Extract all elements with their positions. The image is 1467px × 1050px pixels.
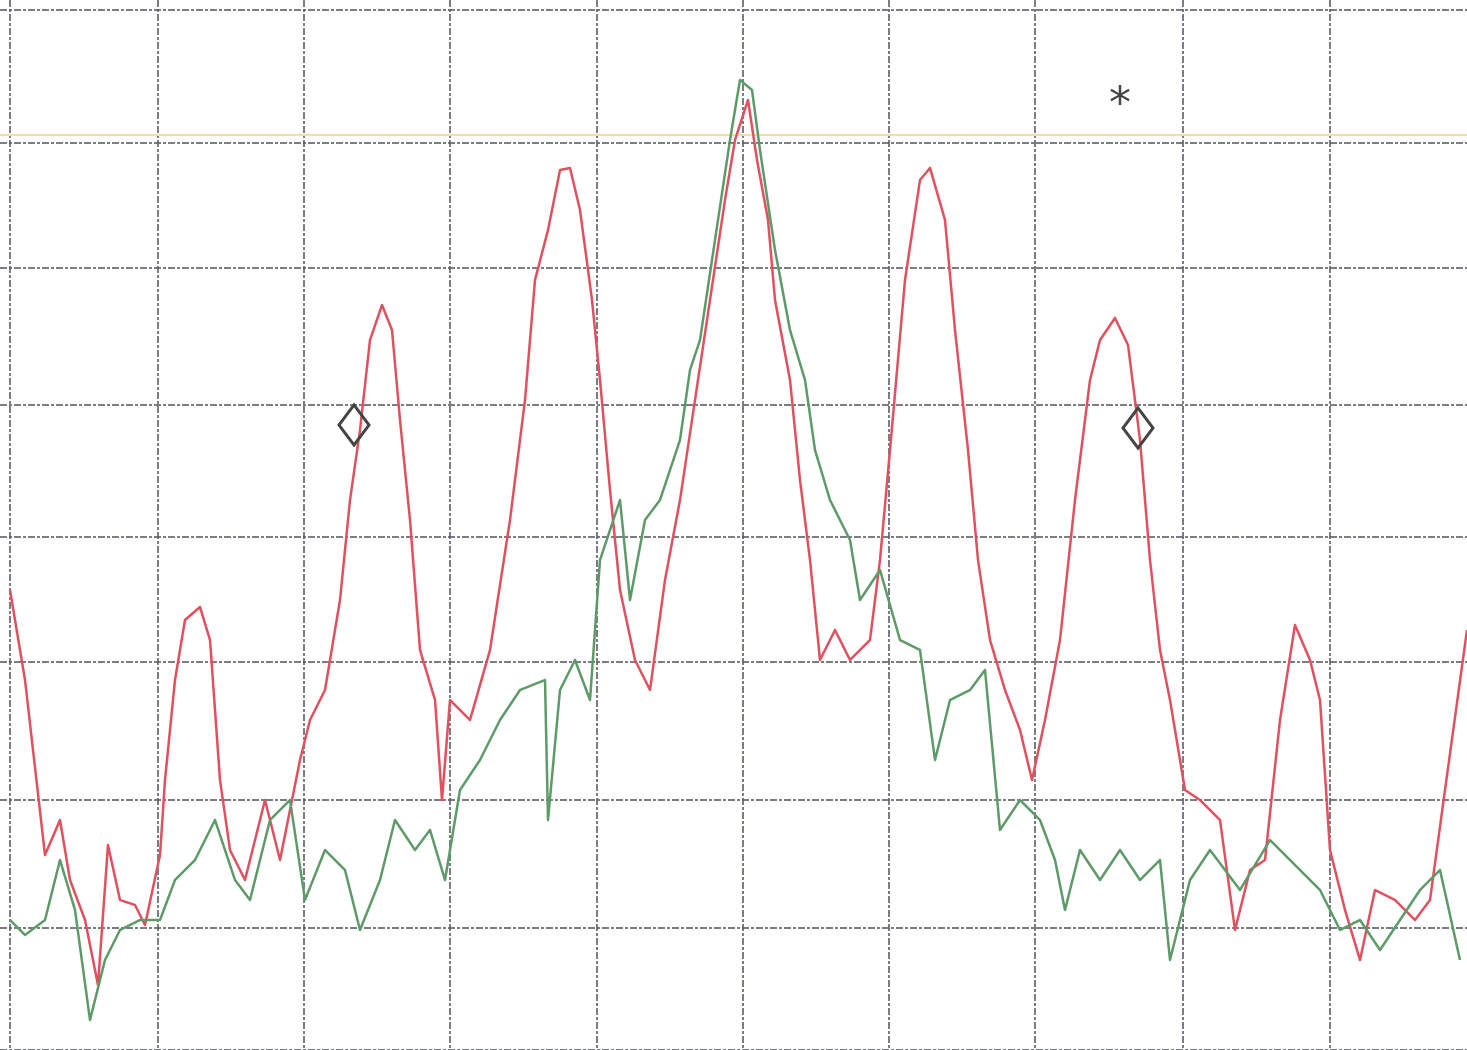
diamond-marker [1121,405,1155,451]
diamond-marker [337,402,371,448]
annotation: * [1109,78,1131,129]
trace-line [8,98,1467,987]
trace-line [9,78,1462,1022]
